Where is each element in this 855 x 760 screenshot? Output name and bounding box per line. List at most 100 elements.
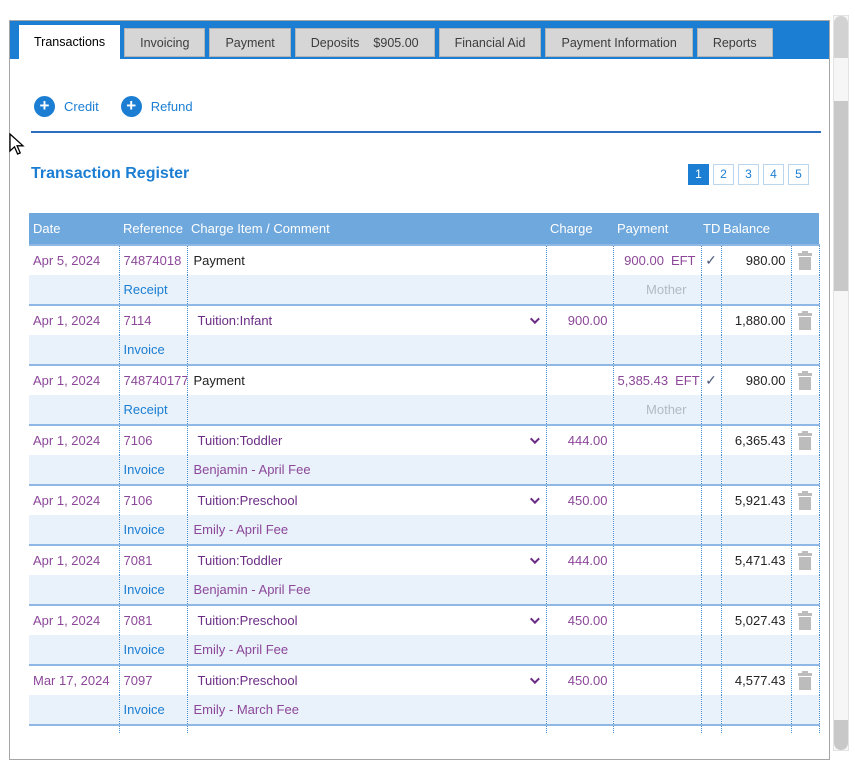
page-button-2[interactable]: 2 — [713, 163, 734, 185]
refund-button-label: Refund — [150, 99, 193, 114]
payer-cell — [612, 515, 701, 545]
document-link[interactable]: Invoice — [118, 335, 187, 365]
payment-cell: 900.00 EFT — [612, 244, 701, 275]
transaction-table: Date Reference Charge Item / Comment Cha… — [29, 213, 820, 733]
tab-payment-information[interactable]: Payment Information — [545, 28, 693, 57]
document-link[interactable]: Invoice — [118, 455, 187, 485]
document-link[interactable]: Invoice — [118, 515, 187, 545]
tab-reports[interactable]: Reports — [696, 28, 773, 57]
balance-cell: 1,880.00 — [720, 304, 791, 335]
payment-method: EFT — [670, 253, 696, 268]
row-actions-cell — [790, 244, 820, 275]
payment-cell — [612, 484, 701, 515]
date-cell: Apr 5, 2024 — [29, 244, 119, 275]
row-actions-cell — [790, 604, 820, 635]
document-link[interactable]: Receipt — [118, 275, 187, 305]
page-button-4[interactable]: 4 — [763, 163, 784, 185]
delete-button[interactable] — [797, 671, 813, 690]
row-actions-cell — [790, 484, 820, 515]
trash-icon — [802, 251, 808, 254]
payment-cell — [612, 424, 701, 455]
tab-deposits[interactable]: Deposits $905.00 — [294, 28, 435, 57]
delete-button[interactable] — [797, 251, 813, 270]
credit-button-label: Credit — [64, 99, 99, 114]
credit-button[interactable]: + Credit — [34, 96, 99, 117]
delete-button[interactable] — [797, 611, 813, 630]
document-link[interactable]: Invoice — [118, 575, 187, 605]
charge-item-select[interactable]: Tuition:Preschool — [192, 609, 546, 633]
refund-button[interactable]: + Refund — [120, 96, 193, 117]
charge-item-select[interactable]: Tuition:Infant — [192, 309, 546, 333]
chevron-down-icon — [529, 674, 540, 685]
delete-button[interactable] — [797, 371, 813, 390]
page-button-1[interactable]: 1 — [688, 163, 709, 185]
charge-item-select[interactable]: Tuition:Toddler — [192, 549, 546, 573]
charge-item-select-value: Tuition:Toddler — [197, 553, 283, 568]
reference-cell: 7081 — [118, 604, 187, 635]
tab-financial-aid[interactable]: Financial Aid — [438, 28, 542, 57]
payer-cell — [612, 455, 701, 485]
tab-invoicing[interactable]: Invoicing — [124, 28, 206, 57]
tab-payment[interactable]: Payment — [209, 28, 291, 57]
scrollbar-bottom-button[interactable] — [834, 720, 848, 750]
page-button-5[interactable]: 5 — [788, 163, 809, 185]
charge-item-select[interactable]: Tuition:Preschool — [192, 489, 546, 513]
transaction-subrow: Invoice Emily - April Fee — [29, 635, 820, 665]
td-check-cell — [700, 604, 721, 635]
trash-icon — [802, 551, 808, 554]
balance-cell: 5,471.43 — [720, 544, 791, 575]
transaction-row: Apr 1, 2024 748740177 Payment 5,385.43 EF… — [29, 364, 820, 395]
payment-amount: 5,385.43 — [617, 373, 669, 388]
charge-item-select[interactable]: Tuition:Preschool — [192, 669, 546, 693]
row-actions-cell — [790, 424, 820, 455]
document-link[interactable]: Invoice — [118, 695, 187, 725]
reference-cell: 7106 — [118, 424, 187, 455]
header-date: Date — [29, 213, 119, 245]
tab-transactions[interactable]: Transactions — [19, 25, 121, 59]
document-link[interactable]: Invoice — [118, 635, 187, 665]
delete-button[interactable] — [797, 491, 813, 510]
tab-label: Payment Information — [561, 35, 677, 50]
reference-cell: 7097 — [118, 664, 187, 695]
header-balance: Balance — [721, 213, 791, 245]
transaction-row: Apr 1, 2024 7106 Tuition:Preschool 450.0… — [29, 484, 820, 515]
payer-cell — [612, 575, 701, 605]
scrollbar-top-button[interactable] — [834, 16, 848, 58]
table-header-row: Date Reference Charge Item / Comment Cha… — [29, 213, 819, 245]
charge-cell: 900.00 — [545, 304, 613, 335]
charge-item-cell: Tuition:Toddler — [186, 544, 546, 575]
trash-icon — [802, 431, 808, 434]
charge-item-cell: Tuition:Preschool — [186, 664, 546, 695]
charge-item-select[interactable]: Tuition:Toddler — [192, 429, 546, 453]
comment-cell — [186, 395, 546, 425]
payer-cell — [612, 635, 701, 665]
payer-cell: Mother — [612, 395, 701, 425]
page-button-3[interactable]: 3 — [738, 163, 759, 185]
date-cell: Apr 1, 2024 — [29, 544, 119, 575]
tab-label: Payment — [225, 35, 275, 50]
payment-method: EFT — [675, 373, 700, 388]
tab-bar: Transactions Invoicing Payment Deposits … — [10, 21, 829, 59]
balance-cell: 5,027.43 — [720, 604, 791, 635]
date-cell: Apr 1, 2024 — [29, 424, 119, 455]
chevron-down-icon — [529, 314, 540, 325]
comment-cell: Benjamin - April Fee — [186, 455, 546, 485]
delete-button[interactable] — [797, 431, 813, 450]
payer-cell — [612, 695, 701, 725]
header-charge: Charge — [546, 213, 613, 245]
document-link[interactable]: Receipt — [118, 395, 187, 425]
cutoff-row — [29, 724, 820, 733]
delete-button[interactable] — [797, 311, 813, 330]
plus-circle-icon: + — [34, 96, 55, 117]
payer-cell — [612, 335, 701, 365]
transaction-subrow: Invoice Benjamin - April Fee — [29, 575, 820, 605]
date-cell: Mar 17, 2024 — [29, 664, 119, 695]
scrollbar-thumb[interactable] — [834, 101, 848, 291]
td-check-cell — [700, 424, 721, 455]
charge-item-select-value: Tuition:Preschool — [197, 493, 298, 508]
transaction-row: Apr 1, 2024 7106 Tuition:Toddler 444.00 … — [29, 424, 820, 455]
delete-button[interactable] — [797, 551, 813, 570]
tab-label: Reports — [712, 35, 757, 50]
vertical-scrollbar[interactable] — [833, 15, 849, 751]
balance-cell: 980.00 — [720, 244, 791, 275]
